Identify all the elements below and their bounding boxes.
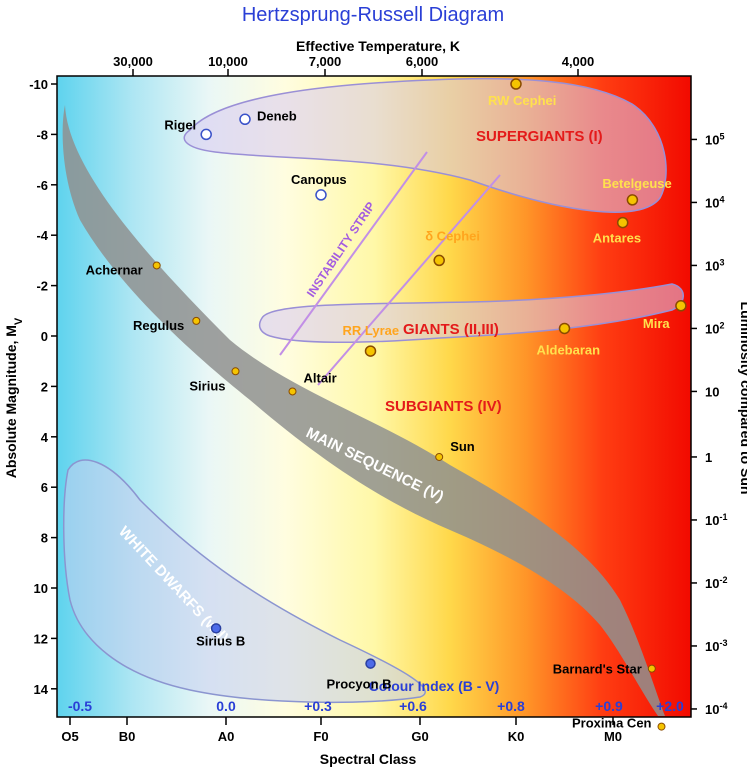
magnitude-tick-label: 6 (41, 480, 48, 495)
luminosity-tick-label: 10 (705, 384, 719, 399)
luminosity-tick-label: 10-1 (705, 512, 727, 528)
star-label-rw-cephei: RW Cephei (488, 93, 556, 108)
star-label-antares: Antares (593, 231, 641, 246)
subgiants-label: SUBGIANTS (IV) (385, 398, 502, 415)
colour-index-tick-label: +2.0 (656, 698, 684, 714)
star-point-cephei (433, 254, 445, 267)
spectral-tick-label: G0 (411, 729, 428, 744)
magnitude-tick-label: -10 (29, 77, 48, 92)
star-label-proxima-cen: Proxima Cen (572, 716, 652, 731)
star-point-altair (288, 387, 297, 396)
colour-index-tick-label: +0.6 (399, 698, 427, 714)
instability-strip-right-line (317, 174, 501, 386)
temperature-tick-label: 6,000 (406, 54, 439, 69)
axis-ticks: O5 B0 A0 F0 G0 K0 M0 30,000 10,000 7,000 6,000 4,00… (29, 54, 727, 744)
star-point-rigel (200, 128, 212, 141)
left-axis-label: Absolute Magnitude, MV (3, 317, 25, 478)
star-point-antares (616, 216, 629, 229)
luminosity-tick-label: 103 (705, 257, 724, 273)
magnitude-tick-label: -4 (36, 228, 48, 243)
star-point-betelgeuse (626, 194, 639, 206)
plot-frame (56, 75, 692, 718)
star-label-sirius: Sirius (189, 378, 225, 393)
diagram-title: Hertzsprung-Russell Diagram (242, 4, 504, 26)
right-axis-label: Luminosity compared to Sun (738, 302, 747, 495)
star-point-achernar (152, 261, 161, 270)
star-point-mira (675, 300, 687, 312)
magnitude-tick-label: 14 (34, 682, 49, 697)
luminosity-tick-label: 10-4 (705, 701, 727, 717)
star-label-sun: Sun (450, 439, 475, 454)
magnitude-tick-label: -8 (36, 127, 48, 142)
spectral-tick-label: B0 (119, 729, 136, 744)
top-axis-label: Effective Temperature, K (296, 38, 460, 54)
luminosity-tick-label: 102 (705, 320, 724, 336)
stars: RW Cephei Rigel Deneb Canopus Betelgeuse Anta… (86, 78, 687, 731)
luminosity-tick-label: 10-2 (705, 575, 727, 591)
star-point-sirius (231, 367, 240, 376)
spectral-tick-label: K0 (508, 729, 525, 744)
spectral-tick-label: O5 (61, 729, 78, 744)
star-point-regulus (192, 316, 201, 325)
magnitude-tick-label: 4 (41, 430, 49, 445)
star-point-canopus (315, 189, 327, 201)
colour-index-tick-label: +0.3 (304, 698, 332, 714)
magnitude-tick-label: 8 (41, 531, 48, 546)
star-point-deneb (239, 113, 251, 126)
star-label-deneb: Deneb (257, 108, 297, 123)
white-dwarfs-region (63, 459, 426, 704)
star-point-sirius-b (210, 623, 222, 634)
star-label-procyon-b: Procyon B (327, 677, 392, 692)
star-label-regulus: Regulus (133, 318, 184, 333)
luminosity-tick-label: 104 (705, 194, 724, 210)
star-point-aldebaran (558, 322, 571, 335)
magnitude-tick-label: 2 (41, 379, 48, 394)
temperature-tick-label: 4,000 (562, 54, 595, 69)
colour-index-tick-label: +0.9 (595, 698, 623, 714)
magnitude-tick-label: 0 (41, 329, 48, 344)
star-label-barnard-s-star: Barnard's Star (553, 662, 642, 677)
colour-index-label: Colour Index (B - V) (369, 678, 500, 694)
star-label-altair: Altair (304, 370, 337, 385)
instability-strip-left-line (279, 151, 428, 356)
spectral-tick-label: A0 (218, 729, 235, 744)
supergiants-label: SUPERGIANTS (I) (476, 128, 603, 145)
giants-label: GIANTS (II,III) (403, 321, 499, 338)
bottom-axis-label: Spectral Class (320, 751, 417, 767)
temperature-tick-label: 7,000 (309, 54, 342, 69)
star-label-achernar: Achernar (86, 262, 143, 277)
star-label-aldebaran: Aldebaran (537, 342, 601, 357)
magnitude-tick-label: -6 (36, 178, 48, 193)
star-label-rr-lyrae: RR Lyrae (343, 323, 400, 338)
star-point-proxima-cen (657, 722, 666, 731)
magnitude-tick-label: 12 (34, 631, 48, 646)
spectral-tick-label: F0 (313, 729, 328, 744)
star-label-sirius-b: Sirius B (196, 633, 245, 648)
luminosity-tick-label: 1 (705, 450, 712, 465)
star-point-rw-cephei (510, 78, 522, 90)
giants-region (258, 283, 684, 344)
star-label-rigel: Rigel (164, 117, 196, 132)
luminosity-tick-label: 105 (705, 131, 724, 147)
luminosity-tick-label: 10-3 (705, 638, 727, 654)
colour-index-tick-label: -0.5 (68, 698, 92, 714)
star-point-barnard-s-star (647, 664, 656, 673)
star-label-mira: Mira (643, 316, 671, 331)
star-point-rr-lyrae (364, 345, 377, 357)
magnitude-tick-label: 10 (34, 581, 48, 596)
star-label-cephei: δ Cephei (425, 228, 480, 243)
temperature-tick-label: 30,000 (113, 54, 153, 69)
supergiants-region (183, 77, 667, 213)
magnitude-tick-label: -2 (36, 279, 48, 294)
star-point-procyon-b (365, 658, 376, 669)
star-label-betelgeuse: Betelgeuse (602, 176, 671, 191)
colour-index-tick-label: 0.0 (216, 698, 236, 714)
star-point-sun (435, 452, 444, 461)
colour-index-tick-label: +0.8 (497, 698, 525, 714)
spectral-tick-label: M0 (604, 729, 622, 744)
star-label-canopus: Canopus (291, 172, 347, 187)
temperature-tick-label: 10,000 (208, 54, 248, 69)
